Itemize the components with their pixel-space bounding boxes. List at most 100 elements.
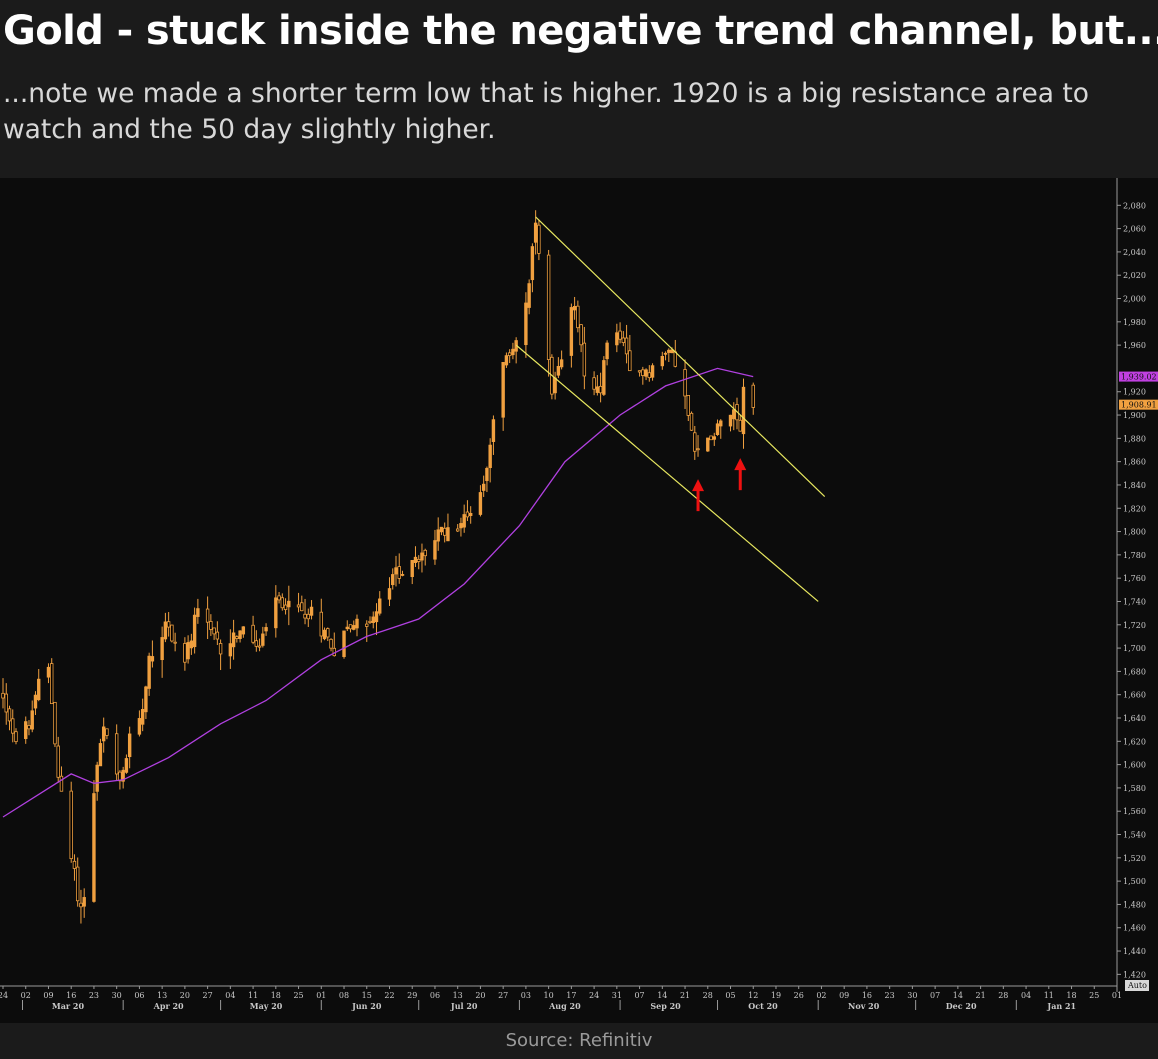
candle-body bbox=[79, 902, 83, 908]
candle-body bbox=[235, 636, 239, 639]
y-tick-label: 1,440 bbox=[1123, 947, 1146, 956]
candle-body bbox=[400, 574, 405, 576]
red-arrow-head bbox=[734, 458, 747, 471]
candle-body bbox=[75, 866, 80, 902]
y-tick-label: 1,600 bbox=[1123, 761, 1146, 770]
candle-body bbox=[342, 630, 346, 657]
candle-body bbox=[397, 566, 401, 579]
candle-body bbox=[378, 598, 382, 614]
candle-body bbox=[751, 384, 755, 408]
candle-body bbox=[72, 860, 77, 869]
candle-body bbox=[147, 655, 151, 689]
candle-body bbox=[231, 632, 236, 648]
candle-body bbox=[436, 529, 440, 542]
x-tick-label: 29 bbox=[407, 991, 417, 1000]
candle-body bbox=[300, 602, 304, 612]
candle-body bbox=[345, 626, 349, 630]
candle-body bbox=[173, 641, 177, 644]
y-tick-label: 1,560 bbox=[1123, 807, 1146, 816]
candle-body bbox=[615, 332, 619, 346]
candle-body bbox=[732, 409, 736, 420]
candle-body bbox=[439, 526, 444, 533]
x-tick-label: 20 bbox=[475, 991, 485, 1000]
candle-body bbox=[579, 324, 583, 346]
candle-body bbox=[56, 745, 60, 778]
candle-body bbox=[709, 435, 713, 441]
ma-value-tag-label: 1,939.02 bbox=[1121, 373, 1157, 382]
candle-body bbox=[365, 623, 369, 627]
candle-body bbox=[686, 395, 690, 416]
candle-body bbox=[24, 721, 28, 739]
candle-body bbox=[491, 419, 496, 442]
candle-body bbox=[446, 527, 450, 542]
candle-body bbox=[667, 349, 671, 353]
candle-body bbox=[553, 377, 557, 394]
y-tick-label: 1,460 bbox=[1123, 924, 1146, 933]
candle-body bbox=[689, 412, 694, 431]
x-tick-label: 07 bbox=[634, 991, 644, 1000]
candle-body bbox=[504, 355, 509, 366]
candle-body bbox=[37, 678, 41, 701]
y-tick-label: 1,780 bbox=[1123, 551, 1146, 560]
candle-body bbox=[413, 556, 418, 564]
candle-body bbox=[433, 540, 437, 560]
y-tick-label: 1,620 bbox=[1123, 737, 1146, 746]
candle-body bbox=[481, 483, 486, 491]
x-tick-label: 06 bbox=[134, 991, 144, 1000]
candle-body bbox=[352, 625, 356, 630]
candle-body bbox=[738, 419, 742, 432]
candle-body bbox=[274, 597, 278, 629]
y-tick-label: 1,420 bbox=[1123, 970, 1146, 979]
y-tick-label: 1,900 bbox=[1123, 411, 1146, 420]
y-tick-label: 1,540 bbox=[1123, 831, 1146, 840]
candle-body bbox=[624, 337, 629, 355]
x-tick-label: 21 bbox=[975, 991, 985, 1000]
candle-body bbox=[7, 708, 12, 722]
candle-body bbox=[53, 701, 57, 745]
candle-body bbox=[582, 342, 587, 377]
trend-channel-upper bbox=[535, 216, 826, 498]
candle-body bbox=[530, 246, 535, 281]
candle-body bbox=[420, 552, 424, 561]
candle-body bbox=[741, 386, 746, 435]
candle-body bbox=[241, 626, 246, 635]
candle-body bbox=[660, 356, 665, 367]
candle-body bbox=[595, 386, 600, 393]
x-month-label: Aug 20 bbox=[548, 1001, 581, 1011]
y-tick-label: 2,020 bbox=[1123, 271, 1146, 280]
candle-body bbox=[647, 372, 652, 379]
candle-body bbox=[572, 305, 577, 311]
candle-body bbox=[670, 349, 674, 354]
candle-body bbox=[189, 640, 194, 649]
candle-body bbox=[160, 637, 164, 661]
candle-body bbox=[196, 608, 200, 617]
candle-body bbox=[296, 604, 301, 608]
x-month-label: Nov 20 bbox=[848, 1001, 880, 1011]
x-tick-label: 03 bbox=[521, 991, 531, 1000]
x-month-label: Mar 20 bbox=[52, 1001, 85, 1011]
x-tick-label: 23 bbox=[89, 991, 99, 1000]
candle-body bbox=[105, 728, 109, 736]
candle-body bbox=[124, 758, 129, 773]
candle-body bbox=[391, 574, 395, 586]
candle-body bbox=[602, 360, 606, 395]
gold-price-chart: 2,080 2,060 2,040 2,020 2,000 1,980 1,960 1,920… bbox=[0, 178, 1158, 1011]
candle-body bbox=[537, 224, 541, 254]
candle-body bbox=[569, 307, 574, 356]
x-tick-label: 31 bbox=[612, 991, 622, 1000]
x-tick-label: 26 bbox=[794, 991, 804, 1000]
candle-body bbox=[559, 359, 564, 368]
x-tick-label: 22 bbox=[384, 991, 394, 1000]
candle-body bbox=[150, 656, 155, 662]
x-tick-label: 09 bbox=[43, 991, 53, 1000]
candle-body bbox=[228, 643, 233, 657]
candle-body bbox=[371, 616, 375, 623]
x-month-label: Apr 20 bbox=[153, 1001, 184, 1011]
y-tick-label: 1,500 bbox=[1123, 877, 1146, 886]
candle-body bbox=[394, 567, 398, 575]
y-tick-label: 1,740 bbox=[1123, 597, 1146, 606]
candle-body bbox=[238, 630, 242, 639]
candle-body bbox=[319, 611, 323, 637]
y-tick-label: 1,840 bbox=[1123, 481, 1146, 490]
candle-body bbox=[485, 467, 489, 482]
